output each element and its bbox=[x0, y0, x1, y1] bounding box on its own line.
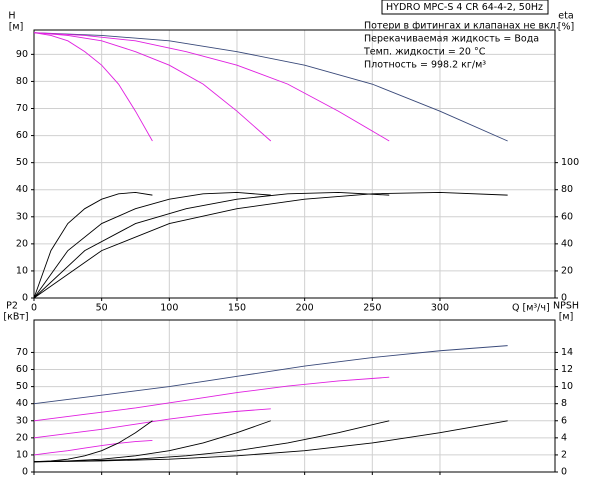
x-tick-label: 200 bbox=[296, 303, 314, 314]
y-tick-label: 0 bbox=[22, 467, 28, 478]
y2-tick-label: 40 bbox=[561, 238, 573, 249]
curve bbox=[33, 408, 271, 439]
y-tick-label: 90 bbox=[16, 49, 28, 60]
curve bbox=[33, 420, 390, 463]
y-tick-label: 60 bbox=[16, 130, 28, 141]
chart-title: HYDRO MPC-S 4 CR 64-4-2, 50Hz bbox=[386, 2, 543, 13]
curve bbox=[33, 191, 153, 299]
y2-tick-label: 4 bbox=[561, 432, 567, 443]
y2-tick-label: 2 bbox=[561, 449, 567, 460]
note: Перекачиваемая жидкость = Вода bbox=[364, 34, 539, 45]
y2-tick-label: 8 bbox=[561, 398, 567, 409]
y-tick-label: 50 bbox=[16, 381, 28, 392]
y-axis-label: H bbox=[8, 11, 15, 22]
x-tick-label: 100 bbox=[160, 303, 178, 314]
curve bbox=[33, 32, 508, 142]
curve bbox=[33, 191, 271, 299]
curve bbox=[33, 376, 390, 422]
y-axis-unit: [кВт] bbox=[3, 312, 28, 323]
y2-axis-unit: [м] bbox=[559, 312, 574, 323]
y2-tick-label: 6 bbox=[561, 415, 567, 426]
y-tick-label: 30 bbox=[16, 415, 28, 426]
y-tick-label: 20 bbox=[16, 238, 28, 249]
curve bbox=[33, 420, 508, 463]
curve bbox=[33, 191, 508, 299]
y2-axis-unit: [%] bbox=[558, 22, 574, 33]
curve bbox=[33, 32, 272, 142]
y2-tick-label: 10 bbox=[561, 381, 573, 392]
y-axis-label: P2 bbox=[6, 301, 18, 312]
y-tick-label: 10 bbox=[16, 265, 28, 276]
y2-tick-label: 100 bbox=[561, 157, 579, 168]
y-tick-label: 0 bbox=[22, 293, 28, 304]
y-axis-unit: [м] bbox=[9, 22, 24, 33]
curve bbox=[33, 32, 153, 142]
y-tick-label: 40 bbox=[16, 398, 28, 409]
x-tick-label: 150 bbox=[228, 303, 246, 314]
y-tick-label: 80 bbox=[16, 76, 28, 87]
title-box bbox=[381, 0, 549, 15]
note: Потери в фитингах и клапанах не вкл. bbox=[364, 21, 559, 32]
y-tick-label: 30 bbox=[16, 211, 28, 222]
y2-axis-label: eta bbox=[558, 11, 573, 22]
y-tick-label: 60 bbox=[16, 364, 28, 375]
curve bbox=[33, 420, 271, 463]
y2-axis-label: NPSH bbox=[553, 301, 579, 312]
plot-frame bbox=[33, 29, 556, 299]
y2-tick-label: 0 bbox=[561, 293, 567, 304]
y-tick-label: 20 bbox=[16, 432, 28, 443]
y2-tick-label: 14 bbox=[561, 347, 573, 358]
plot-frame bbox=[33, 319, 556, 473]
curve bbox=[33, 345, 508, 405]
y2-tick-label: 80 bbox=[561, 184, 573, 195]
y-tick-label: 70 bbox=[16, 103, 28, 114]
note: Плотность = 998.2 кг/м³ bbox=[364, 60, 486, 71]
y-tick-label: 40 bbox=[16, 184, 28, 195]
y-tick-label: 70 bbox=[16, 347, 28, 358]
curve bbox=[33, 32, 390, 142]
curve bbox=[33, 191, 390, 299]
x-tick-label: 250 bbox=[363, 303, 381, 314]
y-tick-label: 50 bbox=[16, 157, 28, 168]
x-tick-label: 300 bbox=[431, 303, 449, 314]
y2-tick-label: 0 bbox=[561, 467, 567, 478]
x-axis-label: Q [м³/ч] bbox=[512, 303, 550, 314]
note: Темп. жидкости = 20 °C bbox=[363, 47, 486, 58]
y2-tick-label: 20 bbox=[561, 265, 573, 276]
x-tick-label: 0 bbox=[31, 303, 37, 314]
x-tick-label: 50 bbox=[96, 303, 108, 314]
y2-tick-label: 12 bbox=[561, 364, 573, 375]
curve bbox=[33, 420, 153, 463]
y2-tick-label: 60 bbox=[561, 211, 573, 222]
y-tick-label: 10 bbox=[16, 449, 28, 460]
curve bbox=[33, 439, 153, 456]
